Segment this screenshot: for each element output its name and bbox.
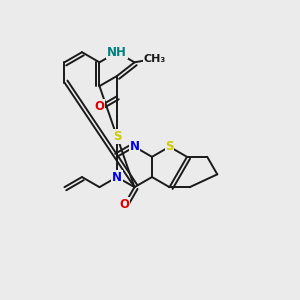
Text: N: N [130,140,140,153]
Text: CH₃: CH₃ [143,54,166,64]
Text: NH: NH [107,46,127,59]
Text: N: N [112,170,122,184]
Text: O: O [94,100,104,113]
Text: S: S [165,140,174,153]
Text: S: S [113,130,121,143]
Text: O: O [119,198,129,211]
